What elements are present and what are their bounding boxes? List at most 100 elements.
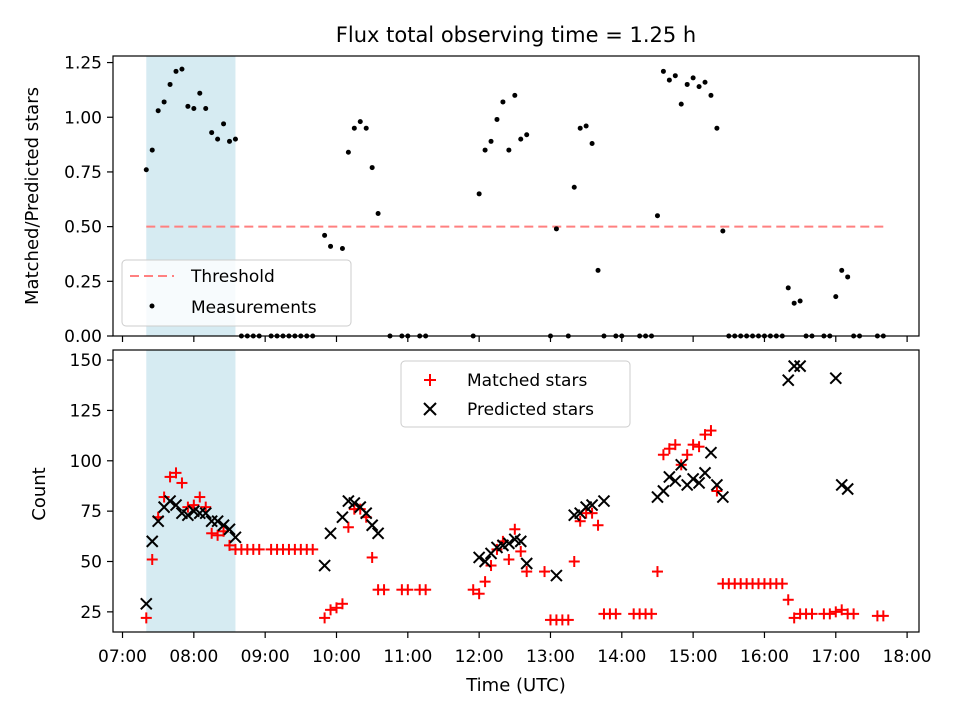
predicted-marker-b [348,496,361,510]
measurement-point [149,147,155,153]
predicted-marker-b [211,515,224,528]
predicted-star-point [841,482,854,496]
matched-star-point [194,491,206,503]
matched-star-point [473,588,485,600]
measurement-point [375,211,381,216]
measurement-point [339,246,345,251]
predicted-marker-b [354,500,367,514]
measurement-point [328,243,334,249]
measurement-point [660,68,666,74]
matched-star-point [521,566,533,578]
predicted-marker-b [663,470,676,484]
count-y-tick-label: 25 [80,603,102,623]
matched-star-point [479,576,491,588]
matched-star-point [354,503,366,515]
x-tick-label: 14:00 [597,647,646,667]
predicted-marker-b [140,597,153,611]
matched-star-point [319,612,331,624]
matched-star-point [836,604,848,616]
predicted-marker-b [342,494,355,508]
measurement-point [708,92,714,98]
measurement-point [518,136,524,142]
matched-star-point [509,523,521,535]
measurement-point [666,77,672,83]
matched-star-point [711,485,723,497]
ratio-panel: 0.00 0.25 0.50 0.75 1.00 1.25 Matched/Predict… [22,54,920,347]
matched-star-point [503,553,515,565]
predicted-star-point [710,478,724,492]
predicted-star-point [163,494,177,508]
ratio-x-ticks [121,336,908,342]
predicted-marker-b [698,466,712,480]
measurement-point [589,141,595,146]
predicted-marker-b [835,478,848,492]
predicted-marker-b [508,533,522,546]
measurement-point [322,232,328,238]
count-y-tick-label: 125 [70,401,102,421]
matched-star-point [170,467,182,479]
ratio-y-tick-label: 0.25 [64,272,102,292]
predicted-star-point [217,519,230,532]
matched-star-point [830,606,842,618]
measurement-point [720,228,726,234]
predicted-marker-b [585,498,599,512]
matched-star-point [325,604,337,616]
predicted-marker-b [223,523,236,536]
predicted-star-point [704,446,718,459]
measurement-point [221,121,227,127]
predicted-marker-b [181,508,195,522]
count-panel: 25 50 75 100 125 150 07:00 08:00 09:00 10:00 11:0… [29,349,932,696]
predicted-star-point [146,535,159,548]
predicted-star-point [550,569,563,582]
count-legend: Matched stars Predicted stars [400,360,631,428]
matched-star-point [877,610,889,622]
shaded-span [146,350,236,632]
predicted-marker-b [146,535,159,548]
matched-star-point [420,584,432,596]
x-tick-label: 10:00 [312,647,361,667]
measurement-point [595,267,601,273]
predicted-star-point [348,496,361,510]
matched-star-point [657,449,669,461]
ratio-panel-frame [112,55,920,337]
predicted-star-point [698,466,712,480]
measurement-point [161,99,167,105]
predicted-marker-b [336,510,349,524]
predicted-marker-b [669,474,682,488]
measurement-point [215,136,221,142]
matched-star-point [253,543,265,555]
x-tick-label: 09:00 [241,647,290,667]
matched-star-point [782,594,794,606]
legend-matched-label: Matched stars [467,371,587,391]
ratio-y-axis-label: Matched/Predicted stars [22,87,43,305]
legend-measurements-label: Measurements [191,298,317,318]
x-tick-label: 17:00 [811,647,860,667]
predicted-star-point [514,535,527,548]
matched-star-point [515,545,527,557]
predicted-star-point [669,474,682,488]
predicted-marker-b [472,551,486,564]
x-tick-label: 13:00 [526,647,575,667]
measurement-point [185,103,191,109]
predicted-star-point [663,470,676,484]
measurement-point [785,285,791,291]
predicted-star-point [472,551,486,564]
ratio-y-tick-label: 0.75 [64,163,102,183]
predicted-marker-b [163,494,177,508]
x-tick-label: 11:00 [383,647,432,667]
predicted-star-point [336,510,349,524]
matched-star-point [366,551,378,563]
matched-star-point [806,608,818,620]
predicted-marker-b [782,374,795,387]
matched-star-point [206,527,218,539]
x-tick-label: 16:00 [740,647,789,667]
predicted-marker-b [692,476,706,490]
x-axis-label: Time (UTC) [465,675,566,696]
matched-star-point [586,507,598,519]
predicted-marker-b [169,498,183,512]
predicted-star-point [151,515,165,528]
matched-star-point [562,614,574,626]
ratio-y-ticks: 0.00 0.25 0.50 0.75 1.00 1.25 [64,54,113,347]
